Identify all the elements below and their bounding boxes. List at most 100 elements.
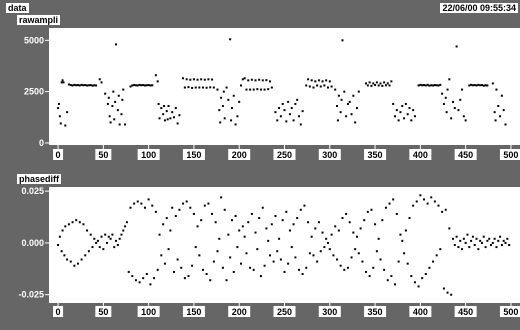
rawampli-point [111,105,113,107]
rawampli-point [219,121,221,123]
rawampli-point [461,89,463,91]
rawampli-point [497,105,499,107]
phasediff-point [75,219,77,221]
rawampli-point [452,101,454,103]
rawampli-xtick-label: 250 [277,150,292,160]
rawampli-point [218,109,220,111]
phasediff-point [213,261,215,263]
phasediff-point [412,205,414,207]
phasediff-point [291,246,293,248]
phasediff-point [323,246,325,248]
phasediff-point [274,215,276,217]
phasediff-point [226,279,228,281]
phasediff-point [289,230,291,232]
phasediff-point [492,242,494,244]
rawampli-point [378,84,380,86]
phasediff-xtick-label: 500 [503,307,518,317]
phasediff-point [341,217,343,219]
rawampli-point [495,119,497,121]
rawampli-point [280,115,282,117]
phasediff-point [265,227,267,229]
phasediff-point [367,211,369,213]
phasediff-point [227,234,229,236]
rawampli-point [341,99,343,101]
rawampli-point [405,103,407,105]
rawampli-point [82,84,84,86]
rawampli-point [294,103,296,105]
rawampli-point [169,117,171,119]
rawampli-point [79,84,81,86]
phasediff-xtick-label: 50 [98,307,108,317]
phasediff-point [338,230,340,232]
phasediff-point [443,288,445,290]
rawampli-point [86,84,88,86]
phasediff-point [242,225,244,227]
phasediff-point [157,269,159,271]
phasediff-point [95,242,97,244]
phasediff-point [209,279,211,281]
phasediff-point [140,203,142,205]
phasediff-point [309,252,311,254]
rawampli-point [285,120,287,122]
rawampli-point [445,97,447,99]
rawampli-point [193,78,195,80]
phasediff-point [463,238,465,240]
rawampli-point [173,116,175,118]
phasediff-point [113,246,115,248]
phasediff-point [314,227,316,229]
phasediff-point [245,252,247,254]
rawampli-point [204,79,206,81]
rawampli-point [441,93,443,95]
phasediff-point [57,244,59,246]
rawampli-point [443,103,445,105]
rawampli-point [108,97,110,99]
rawampli-point [374,84,376,86]
rawampli-point [264,89,266,91]
rawampli-point [392,103,394,105]
rawampli-point [115,43,117,45]
rawampli-point [171,111,173,113]
phasediff-point [418,285,420,287]
phasediff-point [182,203,184,205]
phasediff-ytick-label: 0.025 [21,186,44,196]
phasediff-point [171,207,173,209]
phasediff-point [153,277,155,279]
phasediff-point [108,236,110,238]
rawampli-point [448,78,450,80]
rawampli-point [356,107,358,109]
phasediff-point [102,248,104,250]
rawampli-point [119,123,121,125]
rawampli-point [90,84,92,86]
phasediff-point [70,261,72,263]
rawampli-point [318,79,320,81]
rawampli-point [163,105,165,107]
phasediff-point [398,261,400,263]
phasediff-point [447,292,449,294]
rawampli-point [457,109,459,111]
rawampli-ytick-label: 2500 [24,87,44,97]
rawampli-point [269,80,271,82]
phasediff-point [307,221,309,223]
phasediff-point [470,240,472,242]
phasediff-point [262,207,264,209]
rawampli-point [503,109,505,111]
phasediff-point [450,294,452,296]
phasediff-point [77,263,79,265]
rawampli-point [146,84,148,86]
phasediff-point [282,219,284,221]
rawampli-point [224,117,226,119]
rawampli-point [262,79,264,81]
phasediff-point [276,250,278,252]
rawampli-point [282,103,284,105]
rawampli-point [376,81,378,83]
phasediff-point [477,248,479,250]
rawampli-point [454,107,456,109]
rawampli-point [231,107,233,109]
phasediff-point [284,271,286,273]
phasediff-point [401,240,403,242]
phasediff-point [159,234,161,236]
rawampli-point [352,95,354,97]
phasediff-point [86,230,88,232]
phasediff-point [399,234,401,236]
phasediff-point [126,221,128,223]
